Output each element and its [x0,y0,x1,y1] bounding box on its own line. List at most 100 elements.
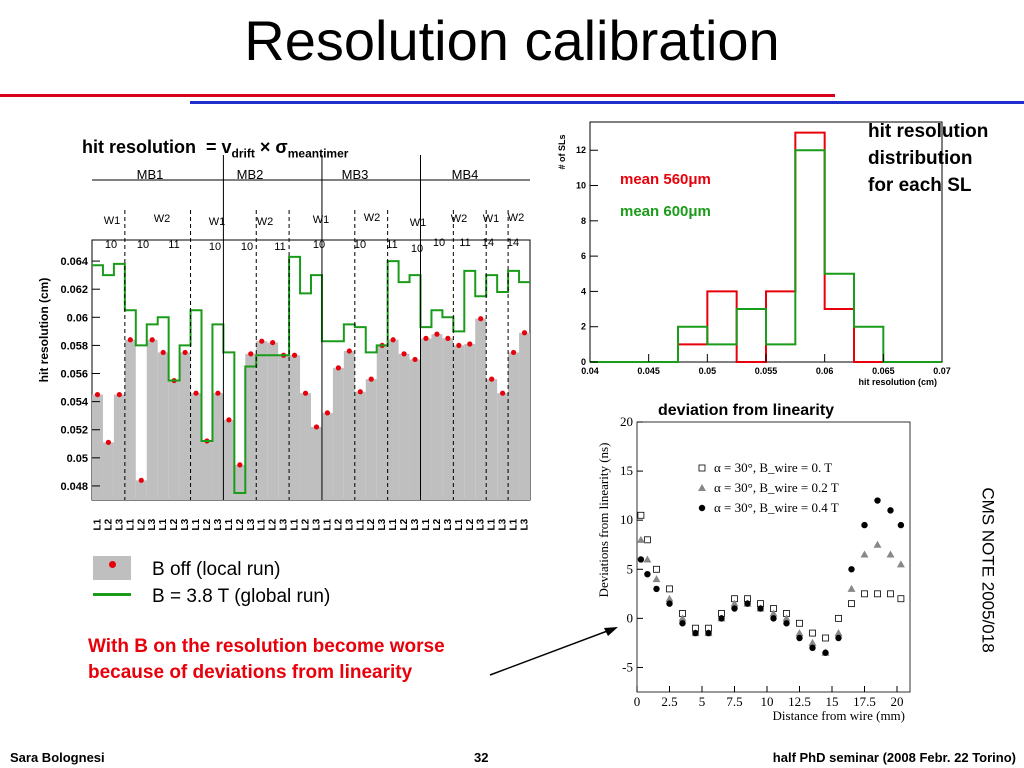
data-point [783,620,790,627]
x-tick-label: SL3 [279,518,290,530]
bar-b-off [508,352,520,500]
legend-label: α = 30°, B_wire = 0.4 T [714,500,839,515]
data-point [809,629,816,637]
bar-b-off [354,391,366,500]
point-b-off [138,477,144,483]
x-tick-label: SL3 [246,518,257,530]
wheel-label: W2 [451,213,468,225]
point-b-off [401,351,407,357]
bar-b-off [157,352,169,500]
x-tick-label: SL1 [224,518,235,530]
y-tick-label: 5 [627,561,634,576]
x-tick-label: SL3 [311,518,322,530]
x-tick-label: SL2 [366,518,377,530]
data-point [744,600,751,607]
y-tick-label: -5 [622,659,633,674]
point-b-off [94,391,101,398]
x-tick-label: SL3 [114,518,125,530]
x-tick-label: SL3 [443,518,454,530]
x-tick-label: 0.07 [933,366,951,376]
title-rule-blue [190,101,1024,104]
data-point [887,590,894,598]
point-b-off [270,339,276,346]
footer-page-number: 32 [474,750,489,765]
x-tick-label: SL1 [388,518,399,530]
legend-label: α = 30°, B_wire = 0.2 T [714,480,839,495]
bar-b-off [486,379,498,500]
y-tick-label: 6 [581,251,586,261]
formula-sub-meantimer: meantimer [287,146,349,161]
data-point [637,556,645,563]
data-point [731,605,738,612]
point-b-off [160,349,166,356]
bar-b-off [256,341,268,500]
wheel-label: W1 [410,217,427,229]
red-note: With B on the resolution become worse be… [88,634,528,686]
x-tick-label: SL1 [125,518,136,530]
bar-b-off [398,353,410,500]
bar-b-off [365,379,377,500]
histogram-b-on [590,149,942,363]
point-b-off [226,417,232,423]
bar-b-off [311,426,322,500]
data-point [847,584,856,592]
bar-b-off [475,318,487,500]
bar-b-off [431,334,443,500]
point-b-off [105,439,112,445]
point-b-off [324,410,331,416]
x-tick-label: 20 [891,694,904,709]
bar-b-off [201,440,213,500]
data-point [874,590,881,598]
x-tick-label: 15 [826,694,839,709]
bar-b-off [168,380,180,500]
point-b-off [478,316,484,322]
x-axis-label: hit resolution (cm) [859,377,938,387]
hist-caption-line1: hit resolution [868,121,989,142]
point-b-off [149,337,155,343]
bar-b-off [212,393,224,500]
wheel-label: W2 [508,212,525,224]
bar-b-off [442,338,454,500]
hist-caption-line3: for each SL [868,175,972,196]
point-b-off [215,390,221,396]
y-tick-label: 15 [620,463,633,478]
legend-marker [698,504,706,512]
x-tick-label: SL3 [180,518,191,530]
wheel-label: W2 [257,216,274,228]
point-b-off [434,331,440,337]
bar-b-off [179,352,191,500]
data-point [861,590,868,598]
point-b-off [368,376,374,382]
x-tick-label: 0.065 [872,366,895,376]
x-tick-label: SL1 [509,518,520,530]
bar-b-off [464,344,476,500]
y-tick-label: 8 [581,216,586,226]
y-axis-label: Deviations from linearity (ns) [596,443,611,598]
y-tick-label: 0 [581,357,586,367]
sector-label: 11 [386,239,397,251]
wheel-label: W1 [104,215,121,227]
formula-prefix: hit resolution [82,137,196,157]
red-note-line1: With B on the resolution become worse [88,636,445,657]
x-tick-label: 0.05 [699,366,717,376]
sector-label: 10 [354,239,366,251]
x-tick-label: SL3 [147,518,158,530]
y-tick-label: 0.054 [60,397,88,409]
wheel-label: W1 [313,214,330,226]
x-tick-label: 10 [761,694,774,709]
point-b-off [489,376,495,382]
data-point [795,629,804,637]
data-point [861,521,868,529]
bar-b-off [453,345,465,500]
deviation-scatter-chart: 0 2.5 5 7.5 10 12.5 15 17.5 20-505101520Distance… [596,414,911,723]
data-point [835,614,842,622]
point-b-off [467,341,473,347]
bar-b-off [234,464,246,500]
x-tick-label: SL3 [498,518,509,530]
data-point [886,550,895,558]
x-tick-label: SL1 [454,518,465,530]
y-tick-label: 0.06 [67,312,88,324]
data-point [678,614,687,622]
x-tick-label: SL3 [476,518,487,530]
data-point [822,649,829,656]
